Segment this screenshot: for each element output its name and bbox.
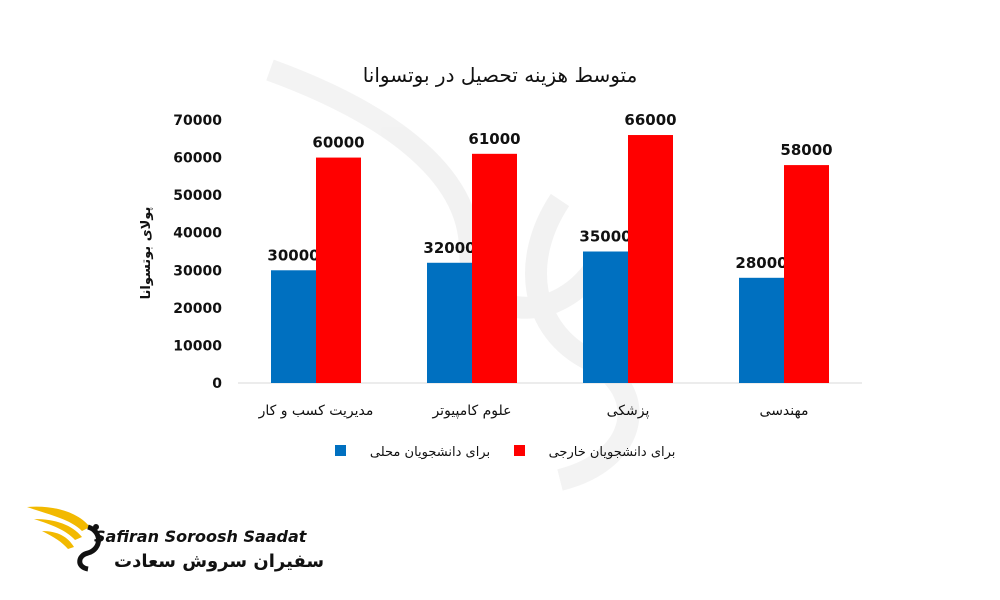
data-label: 28000 xyxy=(735,254,787,272)
y-tick-label: 10000 xyxy=(173,338,222,354)
bar-local xyxy=(271,270,316,383)
x-category-label: علوم کامپیوتر xyxy=(431,403,511,419)
logo-text-english: Safiran Soroosh Saadat xyxy=(94,527,307,546)
bar-foreign xyxy=(628,135,673,383)
logo-text-persian: سفیران سروش سعادت xyxy=(114,551,325,572)
data-label: 61000 xyxy=(468,130,520,148)
data-label: 60000 xyxy=(312,134,364,152)
y-tick-label: 0 xyxy=(212,376,222,392)
data-label: 30000 xyxy=(267,246,319,264)
x-category-label: مهندسی xyxy=(760,403,809,419)
data-label: 66000 xyxy=(624,111,676,129)
chart-title: متوسط هزینه تحصیل در بوتسوانا xyxy=(363,63,638,87)
legend-swatch-foreign xyxy=(514,445,525,456)
legend-label-local: برای دانشجویان محلی xyxy=(370,445,490,460)
y-tick-label: 60000 xyxy=(173,151,222,167)
legend-label-foreign: برای دانشجویان خارجی xyxy=(549,445,676,460)
data-label: 32000 xyxy=(423,239,475,257)
y-tick-label: 70000 xyxy=(173,113,222,129)
bar-local xyxy=(583,251,628,383)
bar-local xyxy=(739,277,784,383)
company-logo: Safiran Soroosh Saadat سفیران سروش سعادت xyxy=(22,497,324,577)
x-category-label: پزشکی xyxy=(607,403,650,419)
x-category-label: مدیریت کسب و کار xyxy=(258,403,374,419)
bar-foreign xyxy=(316,157,361,383)
y-tick-label: 20000 xyxy=(173,301,222,317)
bar-local xyxy=(427,262,472,383)
legend-swatch-local xyxy=(335,445,346,456)
data-label: 35000 xyxy=(579,228,631,246)
bar-foreign xyxy=(472,153,517,383)
y-tick-label: 50000 xyxy=(173,188,222,204)
y-tick-label: 30000 xyxy=(173,263,222,279)
bird-logo-icon xyxy=(27,506,101,572)
y-tick-label: 40000 xyxy=(173,226,222,242)
y-axis-label: پولای بوتسوانا xyxy=(139,207,154,300)
data-label: 58000 xyxy=(780,141,832,159)
bar-foreign xyxy=(784,165,829,383)
